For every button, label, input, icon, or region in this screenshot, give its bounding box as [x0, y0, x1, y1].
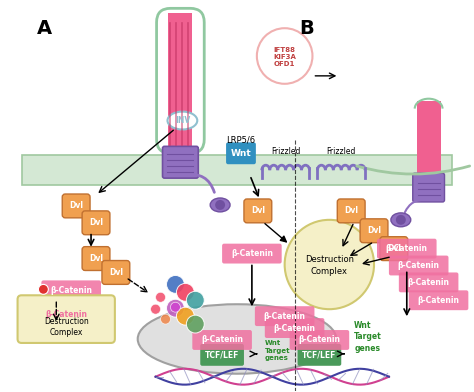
Bar	[168, 13, 192, 146]
Circle shape	[155, 292, 165, 302]
Circle shape	[186, 291, 204, 309]
Text: Dvl: Dvl	[89, 254, 103, 263]
FancyBboxPatch shape	[377, 239, 437, 259]
Text: LRP5/6: LRP5/6	[226, 136, 255, 145]
FancyBboxPatch shape	[18, 295, 115, 343]
Text: β-Catenin: β-Catenin	[50, 286, 92, 295]
FancyBboxPatch shape	[200, 344, 244, 366]
Circle shape	[166, 276, 184, 293]
Text: Dvl: Dvl	[344, 207, 358, 215]
Text: β-Catenin: β-Catenin	[45, 310, 87, 319]
FancyBboxPatch shape	[380, 237, 408, 261]
Text: Dvl: Dvl	[387, 244, 401, 253]
Text: Destruction: Destruction	[305, 255, 354, 264]
Circle shape	[176, 307, 194, 325]
Text: OFD1: OFD1	[274, 61, 295, 67]
FancyBboxPatch shape	[82, 247, 110, 270]
FancyBboxPatch shape	[62, 194, 90, 218]
Text: Wnt
Target
genes: Wnt Target genes	[354, 321, 382, 352]
FancyBboxPatch shape	[244, 199, 272, 223]
Text: A: A	[36, 19, 52, 38]
FancyBboxPatch shape	[163, 146, 198, 178]
FancyBboxPatch shape	[226, 142, 256, 164]
Text: Wnt: Wnt	[230, 149, 251, 158]
Ellipse shape	[167, 112, 197, 129]
FancyBboxPatch shape	[82, 211, 110, 235]
FancyBboxPatch shape	[298, 344, 341, 366]
FancyBboxPatch shape	[102, 261, 130, 284]
Text: β-Catenin: β-Catenin	[264, 312, 306, 321]
FancyArrowPatch shape	[405, 200, 426, 212]
FancyBboxPatch shape	[337, 199, 365, 223]
FancyBboxPatch shape	[265, 318, 324, 338]
Text: Frizzled: Frizzled	[271, 147, 301, 156]
FancyBboxPatch shape	[360, 219, 388, 243]
Bar	[417, 101, 440, 175]
Text: TCF/LEF: TCF/LEF	[205, 350, 239, 359]
Text: Dvl: Dvl	[89, 218, 103, 227]
Text: β-Catenin: β-Catenin	[231, 249, 273, 258]
Circle shape	[257, 28, 312, 84]
FancyBboxPatch shape	[409, 290, 468, 310]
FancyArrowPatch shape	[357, 166, 470, 174]
FancyBboxPatch shape	[413, 173, 445, 202]
Bar	[21, 155, 453, 185]
Text: β-Catenin: β-Catenin	[408, 278, 450, 287]
Circle shape	[396, 215, 406, 225]
Text: Wnt
Target
genes: Wnt Target genes	[265, 340, 291, 361]
Text: KIF3A: KIF3A	[273, 54, 296, 60]
Circle shape	[166, 299, 184, 317]
Circle shape	[215, 200, 225, 210]
Circle shape	[285, 220, 374, 309]
FancyBboxPatch shape	[389, 256, 448, 276]
Text: IFT88: IFT88	[273, 47, 296, 53]
Text: β-Catenin: β-Catenin	[201, 336, 243, 345]
FancyBboxPatch shape	[290, 330, 349, 350]
Circle shape	[161, 314, 171, 324]
Circle shape	[38, 284, 48, 294]
Circle shape	[186, 315, 204, 333]
FancyBboxPatch shape	[255, 306, 314, 326]
FancyBboxPatch shape	[41, 280, 101, 300]
Text: β-Catenin: β-Catenin	[418, 296, 460, 305]
Text: Destruction
Complex: Destruction Complex	[44, 318, 89, 337]
Text: Dvl: Dvl	[69, 201, 83, 211]
Ellipse shape	[138, 304, 336, 374]
Text: B: B	[300, 19, 314, 38]
Text: Complex: Complex	[311, 267, 348, 276]
Text: INV: INV	[175, 116, 190, 125]
FancyBboxPatch shape	[192, 330, 252, 350]
FancyArrowPatch shape	[185, 175, 214, 192]
Text: TCF/LEF: TCF/LEF	[302, 350, 337, 359]
Text: Dvl: Dvl	[367, 226, 381, 235]
Ellipse shape	[210, 198, 230, 212]
FancyBboxPatch shape	[399, 272, 458, 292]
Text: Frizzled: Frizzled	[327, 147, 356, 156]
Text: Dvl: Dvl	[251, 207, 265, 215]
Circle shape	[151, 304, 161, 314]
Ellipse shape	[391, 213, 411, 227]
Text: Dvl: Dvl	[109, 268, 123, 277]
Text: β-Catenin: β-Catenin	[398, 261, 440, 270]
FancyBboxPatch shape	[222, 244, 282, 263]
Circle shape	[171, 302, 181, 312]
Text: β-Catenin: β-Catenin	[386, 244, 428, 253]
Text: β-Catenin: β-Catenin	[299, 336, 340, 345]
Text: β-Catenin: β-Catenin	[273, 323, 316, 332]
Circle shape	[176, 283, 194, 301]
